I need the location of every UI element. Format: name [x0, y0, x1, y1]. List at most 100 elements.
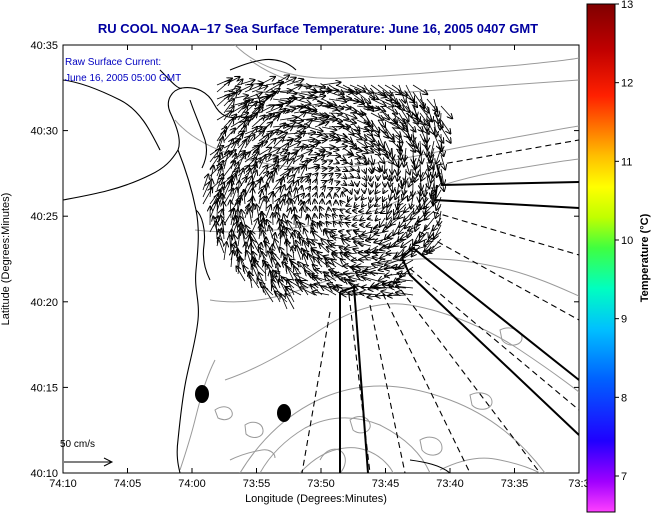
- current-vector: [384, 105, 397, 114]
- current-vector: [223, 151, 229, 170]
- current-vector: [223, 161, 235, 177]
- current-vector: [329, 188, 333, 190]
- x-tick-label: 73:3: [568, 478, 589, 490]
- scale-label: 50 cm/s: [60, 439, 95, 450]
- x-tick-label: 73:50: [307, 478, 335, 490]
- current-vector: [293, 91, 312, 96]
- colorbar: [586, 3, 616, 513]
- current-vector: [307, 126, 323, 131]
- current-vector: [307, 92, 324, 93]
- current-vector: [405, 133, 413, 146]
- current-vector: [426, 105, 433, 121]
- current-vector: [420, 224, 428, 237]
- current-vector: [391, 119, 404, 129]
- current-vector: [384, 119, 399, 128]
- current-vector: [293, 156, 303, 163]
- current-vector: [230, 79, 243, 93]
- current-vector: [340, 201, 343, 204]
- current-vector: [279, 117, 297, 120]
- current-vector: [320, 207, 322, 211]
- current-vector: [336, 182, 340, 183]
- current-vector: [409, 175, 414, 187]
- current-vector: [421, 168, 428, 181]
- current-vector: [286, 79, 303, 86]
- current-vector: [202, 188, 212, 205]
- current-vector: [404, 147, 406, 161]
- current-vector: [342, 105, 356, 112]
- y-tick-label: 40:15: [30, 382, 58, 394]
- current-vector: [402, 175, 406, 186]
- current-vector: [390, 175, 393, 187]
- current-vector: [320, 214, 322, 218]
- current-vector: [328, 113, 342, 114]
- current-vector: [356, 140, 367, 147]
- current-vector: [377, 119, 386, 133]
- current-vector: [314, 152, 324, 155]
- current-vector: [412, 161, 417, 176]
- current-vector: [412, 84, 427, 94]
- x-axis-label: Longitude (Degrees:Minutes): [245, 493, 387, 505]
- current-vector: [258, 115, 271, 128]
- current-vector: [440, 154, 445, 170]
- current-vector: [301, 194, 304, 197]
- colorbar-tick-label: 9: [621, 314, 627, 326]
- current-vector: [321, 119, 337, 120]
- current-vector: [342, 120, 356, 123]
- current-vector: [419, 112, 429, 126]
- current-vector: [362, 197, 364, 200]
- current-vector: [398, 210, 407, 218]
- current-vector: [397, 279, 414, 281]
- current-vector: [392, 182, 393, 192]
- current-vector: [223, 107, 234, 121]
- current-vector: [419, 119, 429, 134]
- colorbar-tick-label: 7: [621, 471, 627, 483]
- current-vector: [439, 210, 441, 225]
- current-vector: [349, 84, 365, 91]
- current-vector: [339, 231, 343, 232]
- current-vector: [375, 204, 378, 206]
- current-vector: [329, 174, 333, 177]
- current-vector: [411, 196, 413, 209]
- current-vector: [350, 183, 353, 185]
- figure-title: RU COOL NOAA–17 Sea Surface Temperature:…: [98, 21, 538, 36]
- current-vector: [332, 260, 344, 268]
- radar-sector-lines: [301, 139, 579, 473]
- current-vector: [348, 197, 350, 201]
- current-vector: [286, 294, 295, 310]
- current-vector: [363, 148, 373, 152]
- scale-arrow: [64, 457, 114, 467]
- current-vector: [335, 112, 349, 119]
- current-vector: [237, 107, 247, 121]
- current-vector: [356, 133, 367, 140]
- current-vector: [398, 119, 408, 131]
- current-vector: [328, 126, 343, 127]
- station-marker: [277, 404, 291, 422]
- current-vector: [322, 193, 323, 197]
- current-vector: [343, 183, 346, 185]
- current-vector: [307, 96, 325, 99]
- current-vector: [370, 140, 379, 150]
- current-vector: [370, 98, 386, 106]
- current-vector: [370, 105, 385, 111]
- current-vector: [265, 83, 282, 93]
- current-vector: [300, 176, 308, 184]
- current-vector: [433, 189, 442, 204]
- current-vector: [394, 210, 400, 219]
- current-vector: [377, 105, 389, 119]
- current-vector: [437, 161, 442, 177]
- current-vector: [350, 169, 354, 170]
- current-vector: [399, 217, 407, 227]
- current-vector: [335, 106, 351, 108]
- current-vector: [433, 98, 438, 116]
- current-vector: [301, 207, 302, 219]
- current-vector: [236, 267, 246, 282]
- current-vector: [357, 190, 358, 194]
- current-vector: [335, 127, 350, 128]
- current-vector: [427, 161, 429, 177]
- current-vector: [314, 148, 325, 150]
- current-vector: [279, 144, 288, 156]
- current-vector: [376, 197, 378, 200]
- x-tick-label: 73:40: [436, 478, 464, 490]
- current-vector: [231, 180, 232, 198]
